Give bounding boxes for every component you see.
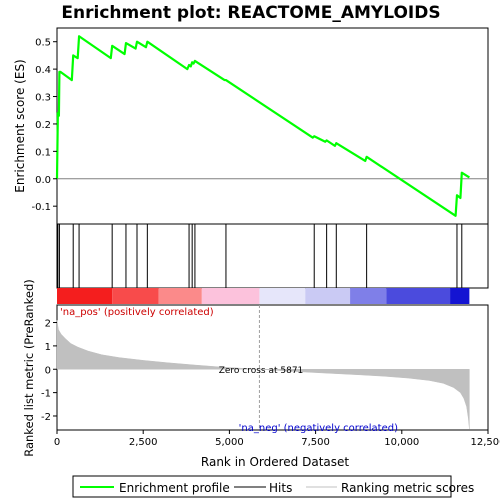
es-y-tick-label: 0.2 [35, 120, 51, 131]
x-tick-label: 10,000 [384, 437, 419, 448]
es-y-tick-label: 0.0 [35, 175, 51, 186]
es-layer [55, 35, 488, 217]
color-bar-segment [112, 288, 159, 304]
metric-y-tick-label: 1 [45, 342, 51, 353]
es-axis-label: Enrichment score (ES) [13, 59, 27, 192]
es-panel-frame [56, 27, 489, 225]
legend-hits-label: Hits [269, 481, 292, 495]
x-tick-label: 12,500 [471, 437, 500, 448]
legend-enrichment-label: Enrichment profile [119, 481, 230, 495]
color-bar-segment [201, 288, 260, 304]
metric-layer [56, 305, 470, 430]
x-tick-label: 2,500 [129, 437, 158, 448]
color-bar-segment [386, 288, 451, 304]
ranking-metric-area [56, 320, 470, 429]
color-bar [57, 288, 470, 304]
color-bar-segment [305, 288, 351, 304]
color-bar-segment [450, 288, 470, 304]
hits-panel-frame [56, 223, 489, 289]
color-bar-segment [57, 288, 113, 304]
metric-y-tick-label: -1 [41, 389, 51, 400]
color-bar-segment [158, 288, 202, 304]
color-bar-segment [350, 288, 387, 304]
x-tick-label: 0 [54, 437, 60, 448]
metric-axis-label: Ranked list metric (PreRanked) [22, 279, 36, 457]
es-y-tick-label: 0.5 [35, 38, 51, 49]
axes-layer: 0.5 0.4 0.3 0.2 0.1 0.0 -0.1 2 1 0 -1 -2 0 2,500 5,000… [31, 38, 500, 448]
x-tick-label: 5,000 [215, 437, 244, 448]
zero-cross-label: Zero cross at 5871 [219, 366, 304, 376]
chart-title: Enrichment plot: REACTOME_AMYLOIDS [61, 3, 440, 23]
es-y-tick-label: 0.3 [35, 93, 51, 104]
neg-correlated-label: 'na_neg' (negatively correlated) [239, 423, 398, 434]
es-y-tick-label: 0.4 [35, 65, 51, 76]
metric-y-tick-label: -2 [41, 412, 51, 423]
pos-correlated-label: 'na_pos' (positively correlated) [60, 307, 214, 318]
color-bar-segment [259, 288, 306, 304]
metric-y-tick-label: 0 [45, 365, 51, 376]
hits-layer [57, 224, 463, 288]
metric-y-tick-label: 2 [45, 319, 51, 330]
enrichment-profile-line [55, 35, 470, 217]
x-axis-label: Rank in Ordered Dataset [201, 455, 349, 469]
x-tick-label: 7,500 [301, 437, 330, 448]
legend-metric-label: Ranking metric scores [341, 481, 474, 495]
es-y-tick-label: -0.1 [31, 202, 51, 213]
legend: Enrichment profile Hits Ranking metric s… [72, 475, 474, 498]
es-y-tick-label: 0.1 [35, 147, 51, 158]
